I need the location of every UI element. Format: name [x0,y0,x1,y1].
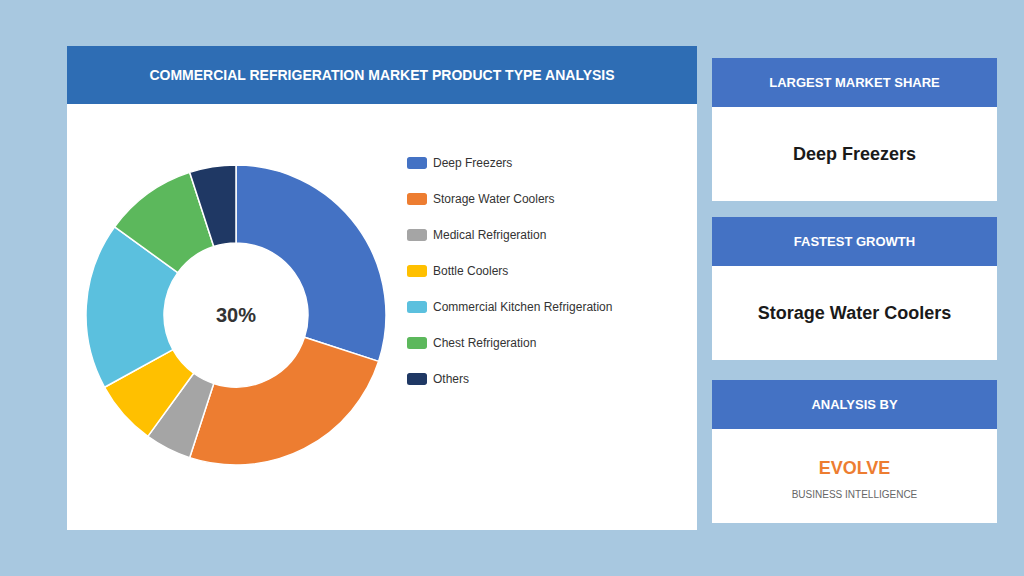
svg-text:LARGEST MARKET SHARE: LARGEST MARKET SHARE [769,75,940,90]
svg-text:Bottle Coolers: Bottle Coolers [433,264,508,278]
svg-text:Storage Water Coolers: Storage Water Coolers [758,303,951,323]
svg-text:COMMERCIAL REFRIGERATION MARKE: COMMERCIAL REFRIGERATION MARKET PRODUCT … [149,67,614,83]
svg-text:Storage Water Coolers: Storage Water Coolers [433,192,555,206]
svg-text:Commercial Kitchen Refrigerati: Commercial Kitchen Refrigeration [433,300,612,314]
svg-text:EVOLVE: EVOLVE [819,458,891,478]
svg-text:30%: 30% [216,304,256,326]
svg-text:Medical Refrigeration: Medical Refrigeration [433,228,546,242]
svg-text:Deep Freezers: Deep Freezers [793,144,916,164]
svg-text:Chest Refrigeration: Chest Refrigeration [433,336,536,350]
svg-text:Deep Freezers: Deep Freezers [433,156,512,170]
svg-text:BUSINESS INTELLIGENCE: BUSINESS INTELLIGENCE [792,489,918,500]
svg-text:Others: Others [433,372,469,386]
svg-text:ANALYSIS BY: ANALYSIS BY [811,397,898,412]
svg-text:FASTEST GROWTH: FASTEST GROWTH [794,234,915,249]
